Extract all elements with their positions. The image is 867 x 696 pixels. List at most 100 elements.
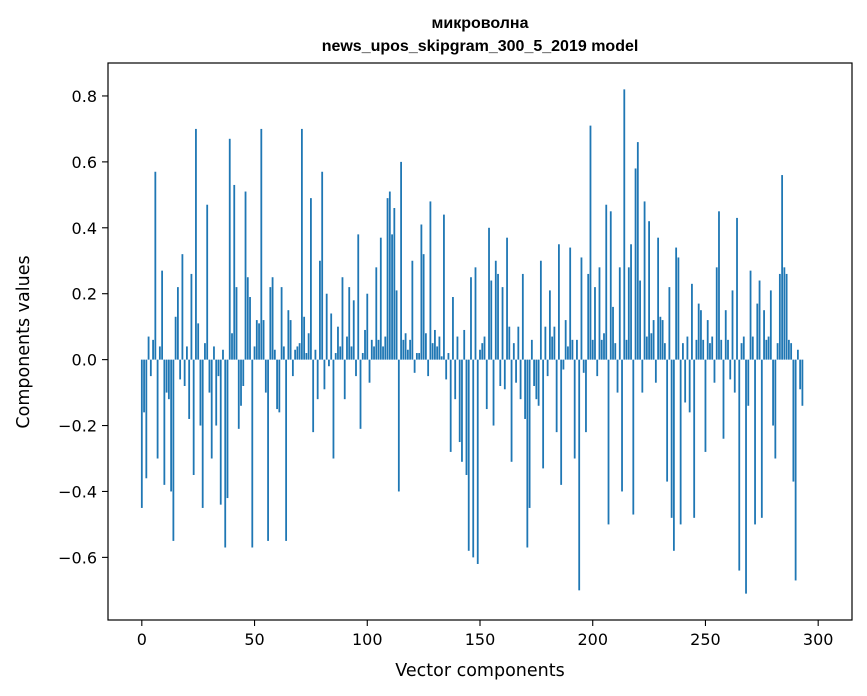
x-tick-label: 50 bbox=[244, 630, 264, 649]
bar bbox=[763, 310, 765, 360]
bar bbox=[512, 343, 515, 360]
bar bbox=[776, 343, 779, 360]
bar bbox=[251, 359, 254, 548]
bar bbox=[533, 359, 536, 386]
bar bbox=[244, 191, 247, 360]
bar bbox=[233, 184, 236, 360]
bar bbox=[621, 359, 623, 492]
bar bbox=[366, 293, 369, 360]
bar bbox=[503, 359, 506, 390]
bar bbox=[375, 267, 378, 360]
bar bbox=[589, 125, 592, 360]
bar bbox=[208, 359, 211, 393]
bar bbox=[754, 359, 756, 525]
bar bbox=[197, 323, 200, 360]
bar bbox=[373, 346, 375, 360]
bar bbox=[558, 244, 560, 360]
bar bbox=[334, 353, 337, 360]
bar bbox=[758, 280, 761, 360]
bar bbox=[255, 320, 258, 360]
bar bbox=[472, 359, 475, 558]
bar bbox=[481, 343, 484, 360]
bar bbox=[627, 267, 630, 360]
bar bbox=[427, 359, 430, 377]
bar bbox=[357, 234, 360, 360]
bar bbox=[436, 346, 439, 360]
bar bbox=[706, 320, 709, 360]
bar bbox=[596, 359, 599, 377]
bar bbox=[652, 320, 655, 360]
bar bbox=[364, 329, 366, 360]
bar bbox=[555, 359, 558, 433]
bar bbox=[796, 349, 799, 360]
bar bbox=[488, 227, 490, 360]
bar bbox=[576, 339, 578, 360]
bar bbox=[415, 353, 418, 360]
bar bbox=[648, 221, 650, 360]
bar bbox=[515, 359, 517, 383]
x-tick-label: 200 bbox=[577, 630, 608, 649]
bar bbox=[307, 333, 310, 360]
bar bbox=[183, 359, 186, 386]
bar bbox=[564, 320, 567, 360]
bar bbox=[262, 320, 265, 360]
bar bbox=[240, 359, 242, 406]
bar bbox=[641, 359, 644, 393]
bar bbox=[368, 359, 371, 383]
bar bbox=[454, 359, 457, 400]
bar bbox=[675, 247, 678, 360]
y-tick-label: −0.6 bbox=[58, 548, 97, 567]
bar bbox=[756, 303, 759, 360]
bar bbox=[346, 336, 348, 360]
bar bbox=[781, 175, 784, 360]
bar bbox=[348, 287, 351, 360]
bar bbox=[140, 359, 143, 508]
bar bbox=[438, 336, 441, 360]
bar bbox=[654, 359, 657, 383]
bar bbox=[772, 359, 774, 426]
bar bbox=[323, 359, 326, 390]
bar bbox=[258, 323, 260, 360]
x-tick-label: 150 bbox=[465, 630, 496, 649]
bar bbox=[305, 353, 308, 360]
bar bbox=[409, 339, 412, 360]
bar bbox=[740, 343, 743, 360]
bar bbox=[445, 359, 448, 380]
bar bbox=[298, 343, 301, 360]
bar bbox=[630, 244, 632, 360]
bar bbox=[591, 339, 594, 360]
bar bbox=[618, 267, 621, 360]
bar bbox=[553, 326, 556, 360]
bar bbox=[799, 359, 802, 390]
bar bbox=[677, 257, 680, 360]
bar bbox=[456, 336, 459, 360]
bar bbox=[440, 356, 443, 360]
x-axis-label: Vector components bbox=[395, 661, 564, 681]
bar bbox=[731, 290, 734, 360]
bar bbox=[600, 339, 603, 360]
bar bbox=[273, 349, 276, 360]
bar bbox=[560, 359, 563, 485]
bar bbox=[413, 359, 416, 373]
bar bbox=[747, 359, 750, 406]
bar bbox=[467, 359, 470, 551]
bar bbox=[391, 234, 393, 360]
chart-title: микроволна bbox=[432, 15, 529, 32]
bar bbox=[352, 300, 355, 360]
bar bbox=[801, 359, 804, 406]
bar bbox=[231, 333, 233, 360]
bar bbox=[702, 339, 705, 360]
bar bbox=[539, 260, 542, 360]
bar bbox=[715, 267, 718, 360]
bar bbox=[639, 280, 641, 360]
bar bbox=[722, 359, 725, 439]
bar bbox=[206, 204, 209, 360]
bar bbox=[330, 313, 333, 360]
bar bbox=[465, 359, 468, 475]
bar bbox=[382, 346, 384, 360]
bar bbox=[485, 359, 488, 410]
bar bbox=[645, 336, 648, 360]
bar bbox=[434, 329, 436, 360]
bar bbox=[303, 316, 306, 360]
